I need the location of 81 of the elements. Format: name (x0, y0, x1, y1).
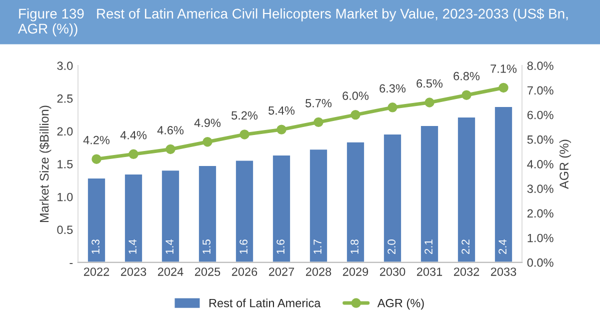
data-label: 6.8% (454, 72, 480, 80)
data-label: 1.4 (128, 239, 136, 254)
data-label: 5.7% (306, 99, 332, 108)
point (388, 102, 398, 112)
y-tick-label: 3.0 (57, 62, 73, 70)
y2-axis-title: AGR (%) (559, 140, 571, 189)
point (202, 137, 212, 147)
y-tick-label: 1.5 (58, 160, 73, 168)
y-tick-label: 0.5 (57, 226, 73, 234)
point (166, 144, 176, 154)
point (498, 82, 508, 93)
data-label: 6.3% (380, 84, 406, 93)
data-label: 2.2 (462, 240, 470, 254)
y2-tick-label: 3.0% (527, 184, 554, 193)
x-tick-label: 2022 (84, 268, 110, 276)
y2-tick-label: 2.0% (527, 209, 554, 218)
x-tick-label: 2023 (120, 268, 146, 276)
point (424, 98, 434, 108)
point (128, 149, 138, 160)
point (314, 117, 324, 128)
x-tick-label: 2030 (380, 268, 406, 276)
bar (124, 173, 144, 262)
y2-tick-label: 6.0% (527, 110, 554, 120)
data-label: 4.6% (157, 126, 184, 134)
y-tick-label: 2.0 (57, 127, 73, 136)
y-tick-label: - (70, 263, 73, 264)
y-tick-label: 1.0 (58, 192, 73, 202)
x-tick-label: 2033 (490, 268, 516, 276)
bar (456, 116, 476, 262)
bar (86, 177, 106, 262)
bar (382, 133, 402, 262)
data-label: 4.2% (83, 136, 110, 144)
data-label: 2.4 (498, 239, 506, 254)
data-label: 2.0 (388, 240, 396, 254)
data-label: 5.4% (268, 106, 295, 115)
data-label: 4.9% (194, 118, 221, 128)
bar (346, 141, 366, 262)
bar (308, 148, 328, 262)
x-tick-label: 2032 (454, 268, 480, 276)
point (350, 110, 360, 120)
bar (198, 164, 218, 262)
y2-tick-label: 8.0% (527, 62, 554, 70)
data-label: 1.8 (350, 240, 358, 254)
chart-title: Figure 139 Rest of Latin America Civil Helicopters Market by Value, 2023-2033 (US$ Bn, AGR (%)) (18, 8, 568, 36)
x-tick-label: 2029 (342, 268, 368, 276)
point (462, 90, 472, 100)
y-tick-label: 2.5 (57, 94, 73, 103)
y2-tick-label: 1.0% (528, 234, 554, 242)
bar (420, 124, 440, 262)
legend-label: AGR (%) (377, 298, 424, 310)
data-label: 1.3 (92, 240, 100, 254)
point (92, 154, 102, 164)
point (276, 124, 286, 134)
data-label: 1.5 (202, 240, 210, 254)
x-tick-label: 2026 (232, 268, 258, 276)
data-label: 5.2% (232, 111, 258, 120)
data-label: 6.0% (342, 92, 369, 100)
data-label: 1.7 (314, 240, 322, 254)
x-tick-label: 2031 (416, 268, 442, 276)
data-label: 2.1 (424, 240, 432, 254)
x-tick-label: 2025 (194, 268, 220, 276)
point (240, 130, 250, 140)
y-axis-title: Market Size ($Billion) (39, 106, 52, 222)
data-label: 6.5% (416, 79, 443, 88)
y2-tick-label: 7.0% (527, 86, 554, 95)
bar (234, 159, 254, 262)
y2-tick-label: 4.0% (527, 160, 554, 168)
data-label: 4.4% (120, 131, 147, 140)
bar (272, 154, 292, 262)
x-tick-label: 2024 (158, 268, 184, 276)
data-label: 7.1% (490, 64, 517, 73)
y2-tick-label: 0.0% (527, 258, 554, 267)
data-label: 1.6 (276, 240, 284, 254)
y2-tick-label: 5.0% (527, 135, 554, 144)
legend-label: Rest of Latin America (209, 298, 321, 308)
bar (494, 106, 514, 262)
x-tick-label: 2028 (306, 268, 332, 276)
data-label: 1.6 (240, 240, 248, 254)
bar (160, 169, 180, 262)
x-tick-label: 2027 (268, 268, 294, 276)
data-label: 1.4 (166, 239, 174, 254)
